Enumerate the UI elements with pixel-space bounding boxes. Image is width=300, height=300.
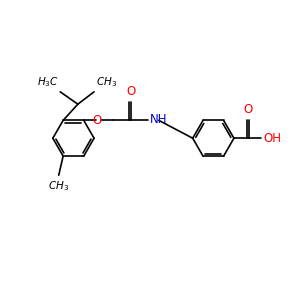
Text: O: O bbox=[92, 114, 102, 127]
Text: $H_3C$: $H_3C$ bbox=[37, 75, 59, 89]
Text: O: O bbox=[243, 103, 253, 116]
Text: OH: OH bbox=[264, 132, 282, 145]
Text: NH: NH bbox=[150, 113, 167, 126]
Text: O: O bbox=[127, 85, 136, 98]
Text: $CH_3$: $CH_3$ bbox=[48, 179, 69, 193]
Text: $CH_3$: $CH_3$ bbox=[95, 75, 117, 89]
